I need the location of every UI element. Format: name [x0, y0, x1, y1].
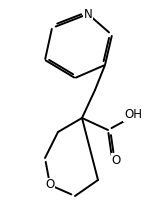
- Text: O: O: [111, 153, 121, 166]
- Text: O: O: [45, 179, 55, 191]
- Text: N: N: [84, 7, 92, 21]
- Text: OH: OH: [124, 109, 142, 121]
